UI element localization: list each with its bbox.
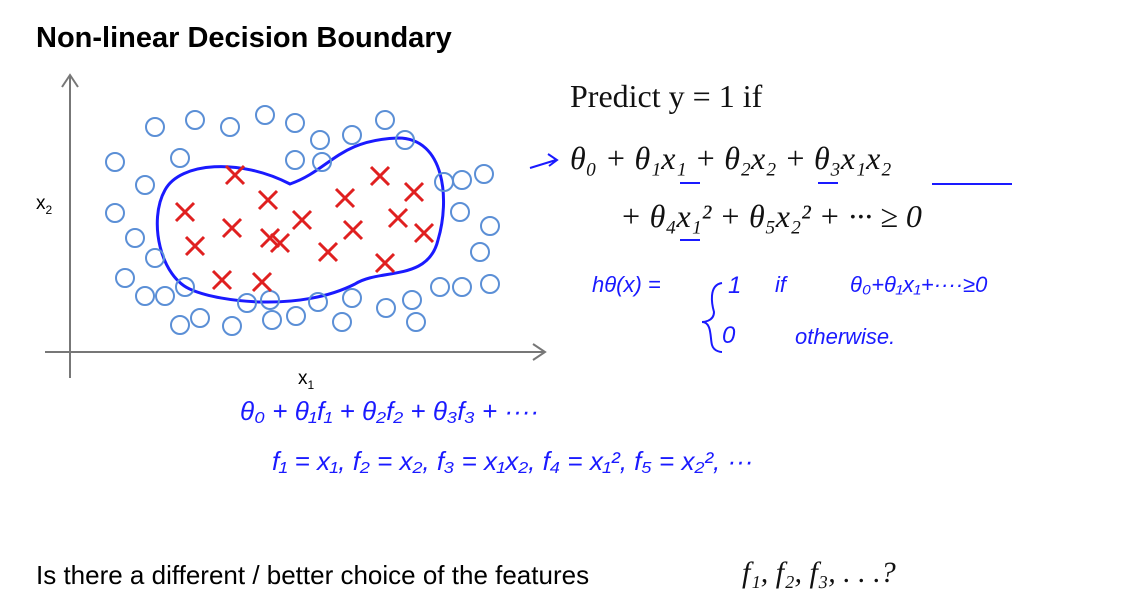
predict-text: Predict y = 1 if: [570, 78, 763, 114]
decision-boundary: [155, 136, 446, 304]
positive-example: [334, 187, 356, 209]
negative-example: [135, 175, 155, 195]
negative-example: [376, 298, 396, 318]
negative-example: [452, 170, 472, 190]
negative-example: [105, 152, 125, 172]
positive-example: [403, 181, 425, 203]
positive-example: [211, 269, 233, 291]
negative-example: [237, 293, 257, 313]
negative-example: [255, 105, 275, 125]
positive-example: [259, 227, 281, 249]
note-line: θ₀ + θ₁f₁ + θ₂f₂ + θ₃f₃ + ····: [240, 396, 540, 426]
axes: [45, 73, 547, 378]
positive-example: [184, 235, 206, 257]
negative-example: [175, 277, 195, 297]
slide-title: Non-linear Decision Boundary: [36, 22, 452, 54]
label-base: x: [298, 368, 308, 389]
x-arrow: [532, 343, 547, 361]
negative-example: [286, 306, 306, 326]
arrow-mark: [529, 153, 559, 169]
question-math: f₁, f₂, f₃, . . .?: [742, 556, 896, 589]
hypothesis-lhs: hθ(x) =: [592, 272, 661, 297]
x-axis-label: x1: [298, 368, 314, 392]
negative-example: [115, 268, 135, 288]
negative-example: [310, 130, 330, 150]
negative-example: [170, 148, 190, 168]
positive-example: [224, 164, 246, 186]
positive-example: [257, 189, 279, 211]
positive-example: [374, 252, 396, 274]
case-value: 1: [728, 272, 742, 299]
negative-example: [285, 150, 305, 170]
negative-example: [406, 312, 426, 332]
negative-example: [342, 125, 362, 145]
negative-example: [105, 203, 125, 223]
negative-example: [480, 216, 500, 236]
brace: [701, 282, 723, 353]
negative-example: [145, 117, 165, 137]
positive-example: [291, 209, 313, 231]
case-condition: θ₀+θ₁x₁+····≥0: [850, 272, 988, 297]
note-line: f₁ = x₁, f₂ = x₂, f₃ = x₁x₂, f₄ = x₁², f…: [272, 446, 754, 476]
case-word: if: [775, 272, 786, 297]
positive-example: [317, 241, 339, 263]
positive-example: [369, 165, 391, 187]
case-word: otherwise.: [795, 324, 896, 349]
negative-example: [474, 164, 494, 184]
positive-example: [174, 201, 196, 223]
negative-example: [220, 117, 240, 137]
negative-example: [430, 277, 450, 297]
negative-example: [395, 130, 415, 150]
negative-example: [308, 292, 328, 312]
negative-example: [434, 172, 454, 192]
negative-example: [480, 274, 500, 294]
formula-line: + θ₄x₁² + θ₅x₂² + ··· ≥ 0: [620, 198, 922, 234]
case-value: 0: [722, 322, 736, 349]
annotations: [529, 153, 1012, 353]
negative-example: [285, 113, 305, 133]
formula-line: θ₀ + θ₁x₁ + θ₂x₂ + θ₃x₁x₂: [570, 140, 892, 176]
positive-example: [387, 207, 409, 229]
negative-example: [135, 286, 155, 306]
data-points: [105, 105, 500, 336]
positive-example: [342, 219, 364, 241]
negative-example: [375, 110, 395, 130]
negative-example: [452, 277, 472, 297]
negative-example: [332, 312, 352, 332]
negative-example: [145, 248, 165, 268]
positive-example: [221, 217, 243, 239]
positive-example: [251, 271, 273, 293]
negative-example: [342, 288, 362, 308]
y-arrow: [61, 73, 79, 88]
negative-example: [450, 202, 470, 222]
negative-example: [402, 290, 422, 310]
negative-example: [262, 310, 282, 330]
positive-example: [413, 222, 435, 244]
label-sub: 2: [45, 202, 53, 217]
negative-example: [155, 286, 175, 306]
question: Is there a different / better choice of …: [36, 560, 590, 590]
negative-example: [190, 308, 210, 328]
negative-example: [470, 242, 490, 262]
negative-example: [185, 110, 205, 130]
label-sub: 1: [307, 377, 315, 392]
negative-example: [125, 228, 145, 248]
negative-example: [312, 152, 332, 172]
label-base: x: [36, 193, 46, 214]
positive-example: [269, 232, 291, 254]
negative-example: [170, 315, 190, 335]
y-axis-label: x2: [36, 193, 52, 217]
negative-example: [260, 290, 280, 310]
negative-example: [222, 316, 242, 336]
